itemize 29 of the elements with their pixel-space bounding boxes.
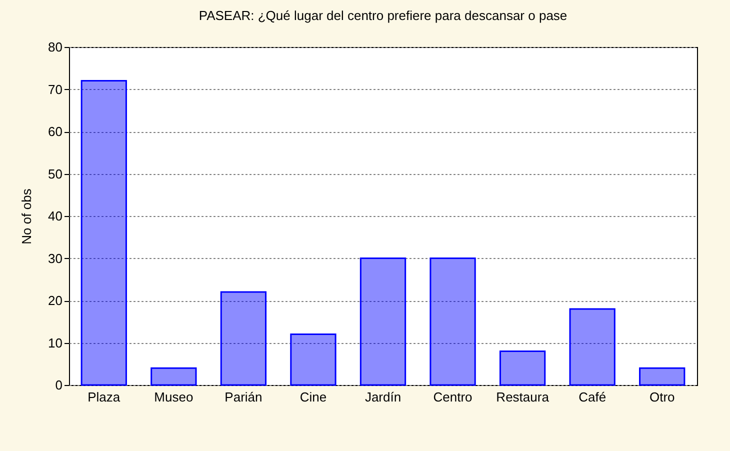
y-tick-label: 70: [48, 82, 62, 97]
y-tick-label: 80: [48, 40, 62, 54]
x-tick-label: Café: [578, 390, 606, 404]
x-tick-label: Centro: [433, 390, 472, 404]
x-tick-label: Otro: [649, 390, 675, 404]
bar: [150, 367, 197, 386]
x-tick-label: Jardín: [364, 390, 402, 404]
x-tick-label: Parián: [224, 390, 262, 404]
x-tick-label: Cine: [300, 390, 327, 404]
y-tick-label: 50: [48, 166, 62, 182]
y-tick-label: 40: [48, 208, 62, 224]
bar: [360, 258, 406, 386]
x-tick-label: Museo: [154, 390, 194, 404]
bar: [569, 308, 616, 386]
y-axis-title: No of obs: [19, 188, 34, 244]
x-tick-label: Plaza: [88, 390, 121, 404]
bar: [499, 350, 546, 386]
bar: [290, 334, 336, 386]
y-tick-label: 20: [48, 293, 62, 308]
y-tick-label: 0: [55, 378, 62, 392]
bar: [80, 80, 127, 386]
y-tick-label: 10: [48, 335, 62, 350]
chart-title: PASEAR: ¿Qué lugar del centro prefiere para descansar o pase: [198, 8, 568, 23]
y-tick-label: 60: [48, 124, 62, 139]
bar: [639, 367, 686, 386]
bar: [430, 258, 476, 386]
bar: [220, 291, 267, 386]
y-tick-label: 30: [48, 250, 62, 266]
x-tick-label: Restaura: [496, 390, 550, 404]
